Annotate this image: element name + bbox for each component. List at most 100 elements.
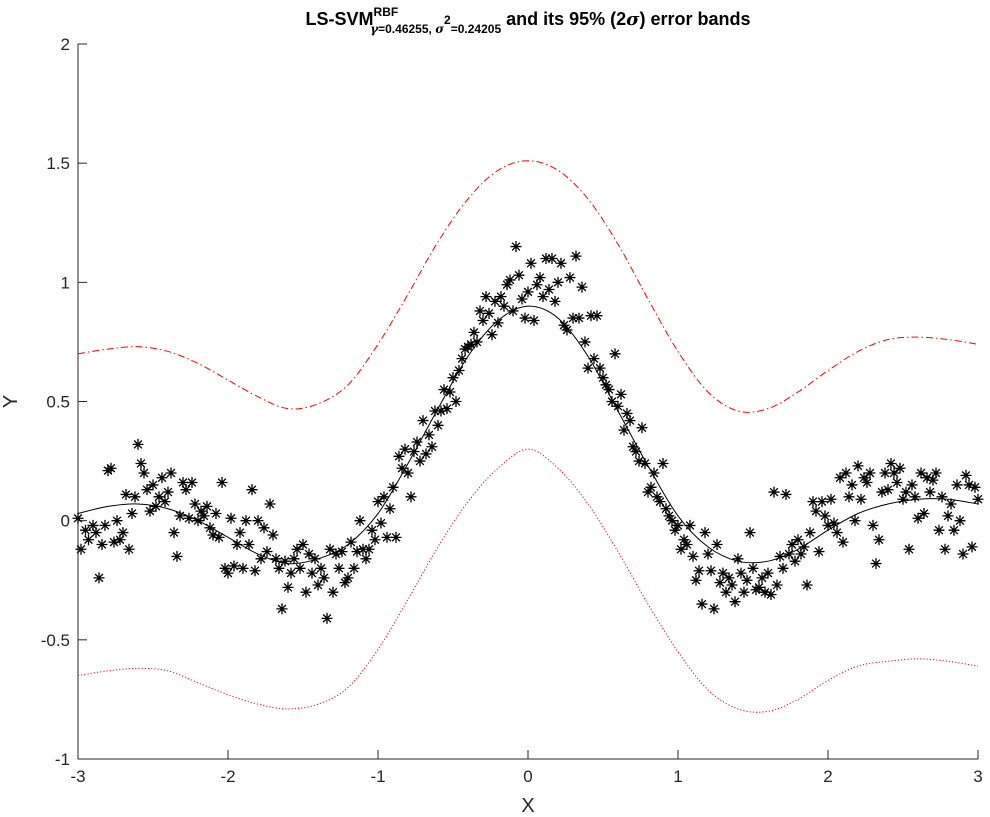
data-point [180, 484, 192, 496]
data-point [612, 400, 624, 412]
data-point [165, 467, 177, 479]
data-point [834, 472, 846, 484]
data-point [168, 527, 180, 539]
data-point [324, 543, 336, 555]
data-point [657, 457, 669, 469]
data-point [609, 348, 621, 360]
x-tick-label: 3 [973, 767, 982, 786]
data-point [678, 534, 690, 546]
data-point [135, 457, 147, 469]
data-point [159, 496, 171, 508]
data-point [240, 515, 252, 527]
data-point [483, 307, 495, 319]
data-point [306, 567, 318, 579]
data-point [825, 493, 837, 505]
data-point [267, 529, 279, 541]
data-point [534, 272, 546, 284]
data-point [783, 548, 795, 560]
data-point [513, 269, 525, 281]
y-tick-label: 0.5 [46, 393, 70, 412]
data-point [813, 546, 825, 558]
data-point [642, 486, 654, 498]
data-point [432, 419, 444, 431]
data-point [330, 548, 342, 560]
data-point [654, 496, 666, 508]
data-point [249, 565, 261, 577]
data-point [234, 527, 246, 539]
data-point [870, 558, 882, 570]
data-point [369, 534, 381, 546]
data-point [591, 310, 603, 322]
y-tick-label: -1 [55, 750, 70, 769]
data-point [441, 403, 453, 415]
data-point [879, 467, 891, 479]
data-point [888, 467, 900, 479]
data-point [453, 365, 465, 377]
data-point [258, 522, 270, 534]
data-point [543, 283, 555, 295]
data-point [873, 534, 885, 546]
data-point [114, 534, 126, 546]
data-point [837, 536, 849, 548]
data-point [564, 272, 576, 284]
data-point [876, 486, 888, 498]
data-point [525, 257, 537, 269]
data-point [291, 543, 303, 555]
data-point [753, 581, 765, 593]
data-point [375, 517, 387, 529]
y-tick-label: 0 [61, 512, 70, 531]
x-tick-label: -3 [70, 767, 85, 786]
data-point [252, 515, 264, 527]
data-point [561, 324, 573, 336]
data-point [366, 524, 378, 536]
data-point [849, 515, 861, 527]
data-point [378, 491, 390, 503]
data-point [639, 457, 651, 469]
data-point [606, 396, 618, 407]
data-point [231, 539, 243, 550]
data-point [504, 274, 516, 286]
data-point [111, 515, 123, 527]
data-point [603, 384, 615, 396]
data-point [681, 539, 693, 550]
data-point [843, 491, 855, 503]
data-point [708, 603, 720, 615]
data-point [423, 429, 435, 441]
data-point [738, 586, 750, 598]
data-point [192, 515, 204, 527]
data-point [147, 479, 159, 491]
data-point [819, 510, 831, 522]
data-point [933, 524, 945, 536]
data-point [435, 405, 447, 417]
data-point [480, 291, 492, 303]
data-point [651, 491, 663, 503]
data-point [498, 300, 510, 312]
data-point [720, 586, 732, 598]
data-point [549, 295, 561, 307]
data-point [930, 467, 942, 479]
data-point [468, 326, 480, 338]
y-tick-label: 1 [61, 273, 70, 292]
data-point [489, 295, 501, 307]
data-point [333, 562, 345, 574]
data-point [354, 515, 366, 527]
upper-error-band-line [77, 160, 979, 413]
data-point [726, 579, 738, 591]
data-point [351, 546, 363, 558]
data-point [660, 503, 672, 515]
data-point [594, 362, 606, 374]
data-point [792, 534, 804, 546]
data-point [858, 472, 870, 484]
data-point [552, 276, 564, 288]
data-point [924, 486, 936, 498]
data-point [207, 529, 219, 541]
x-tick-label: 1 [673, 767, 682, 786]
axis-labels: -3 -2 -1 0 1 2 3 -1 -0.5 0 0.5 1 1.5 2 X Y [0, 35, 983, 817]
axes [77, 43, 979, 760]
data-point [777, 562, 789, 574]
data-point [72, 512, 84, 524]
data-point [957, 548, 969, 560]
data-point [246, 484, 258, 496]
data-point [948, 524, 960, 536]
data-point [510, 241, 522, 253]
